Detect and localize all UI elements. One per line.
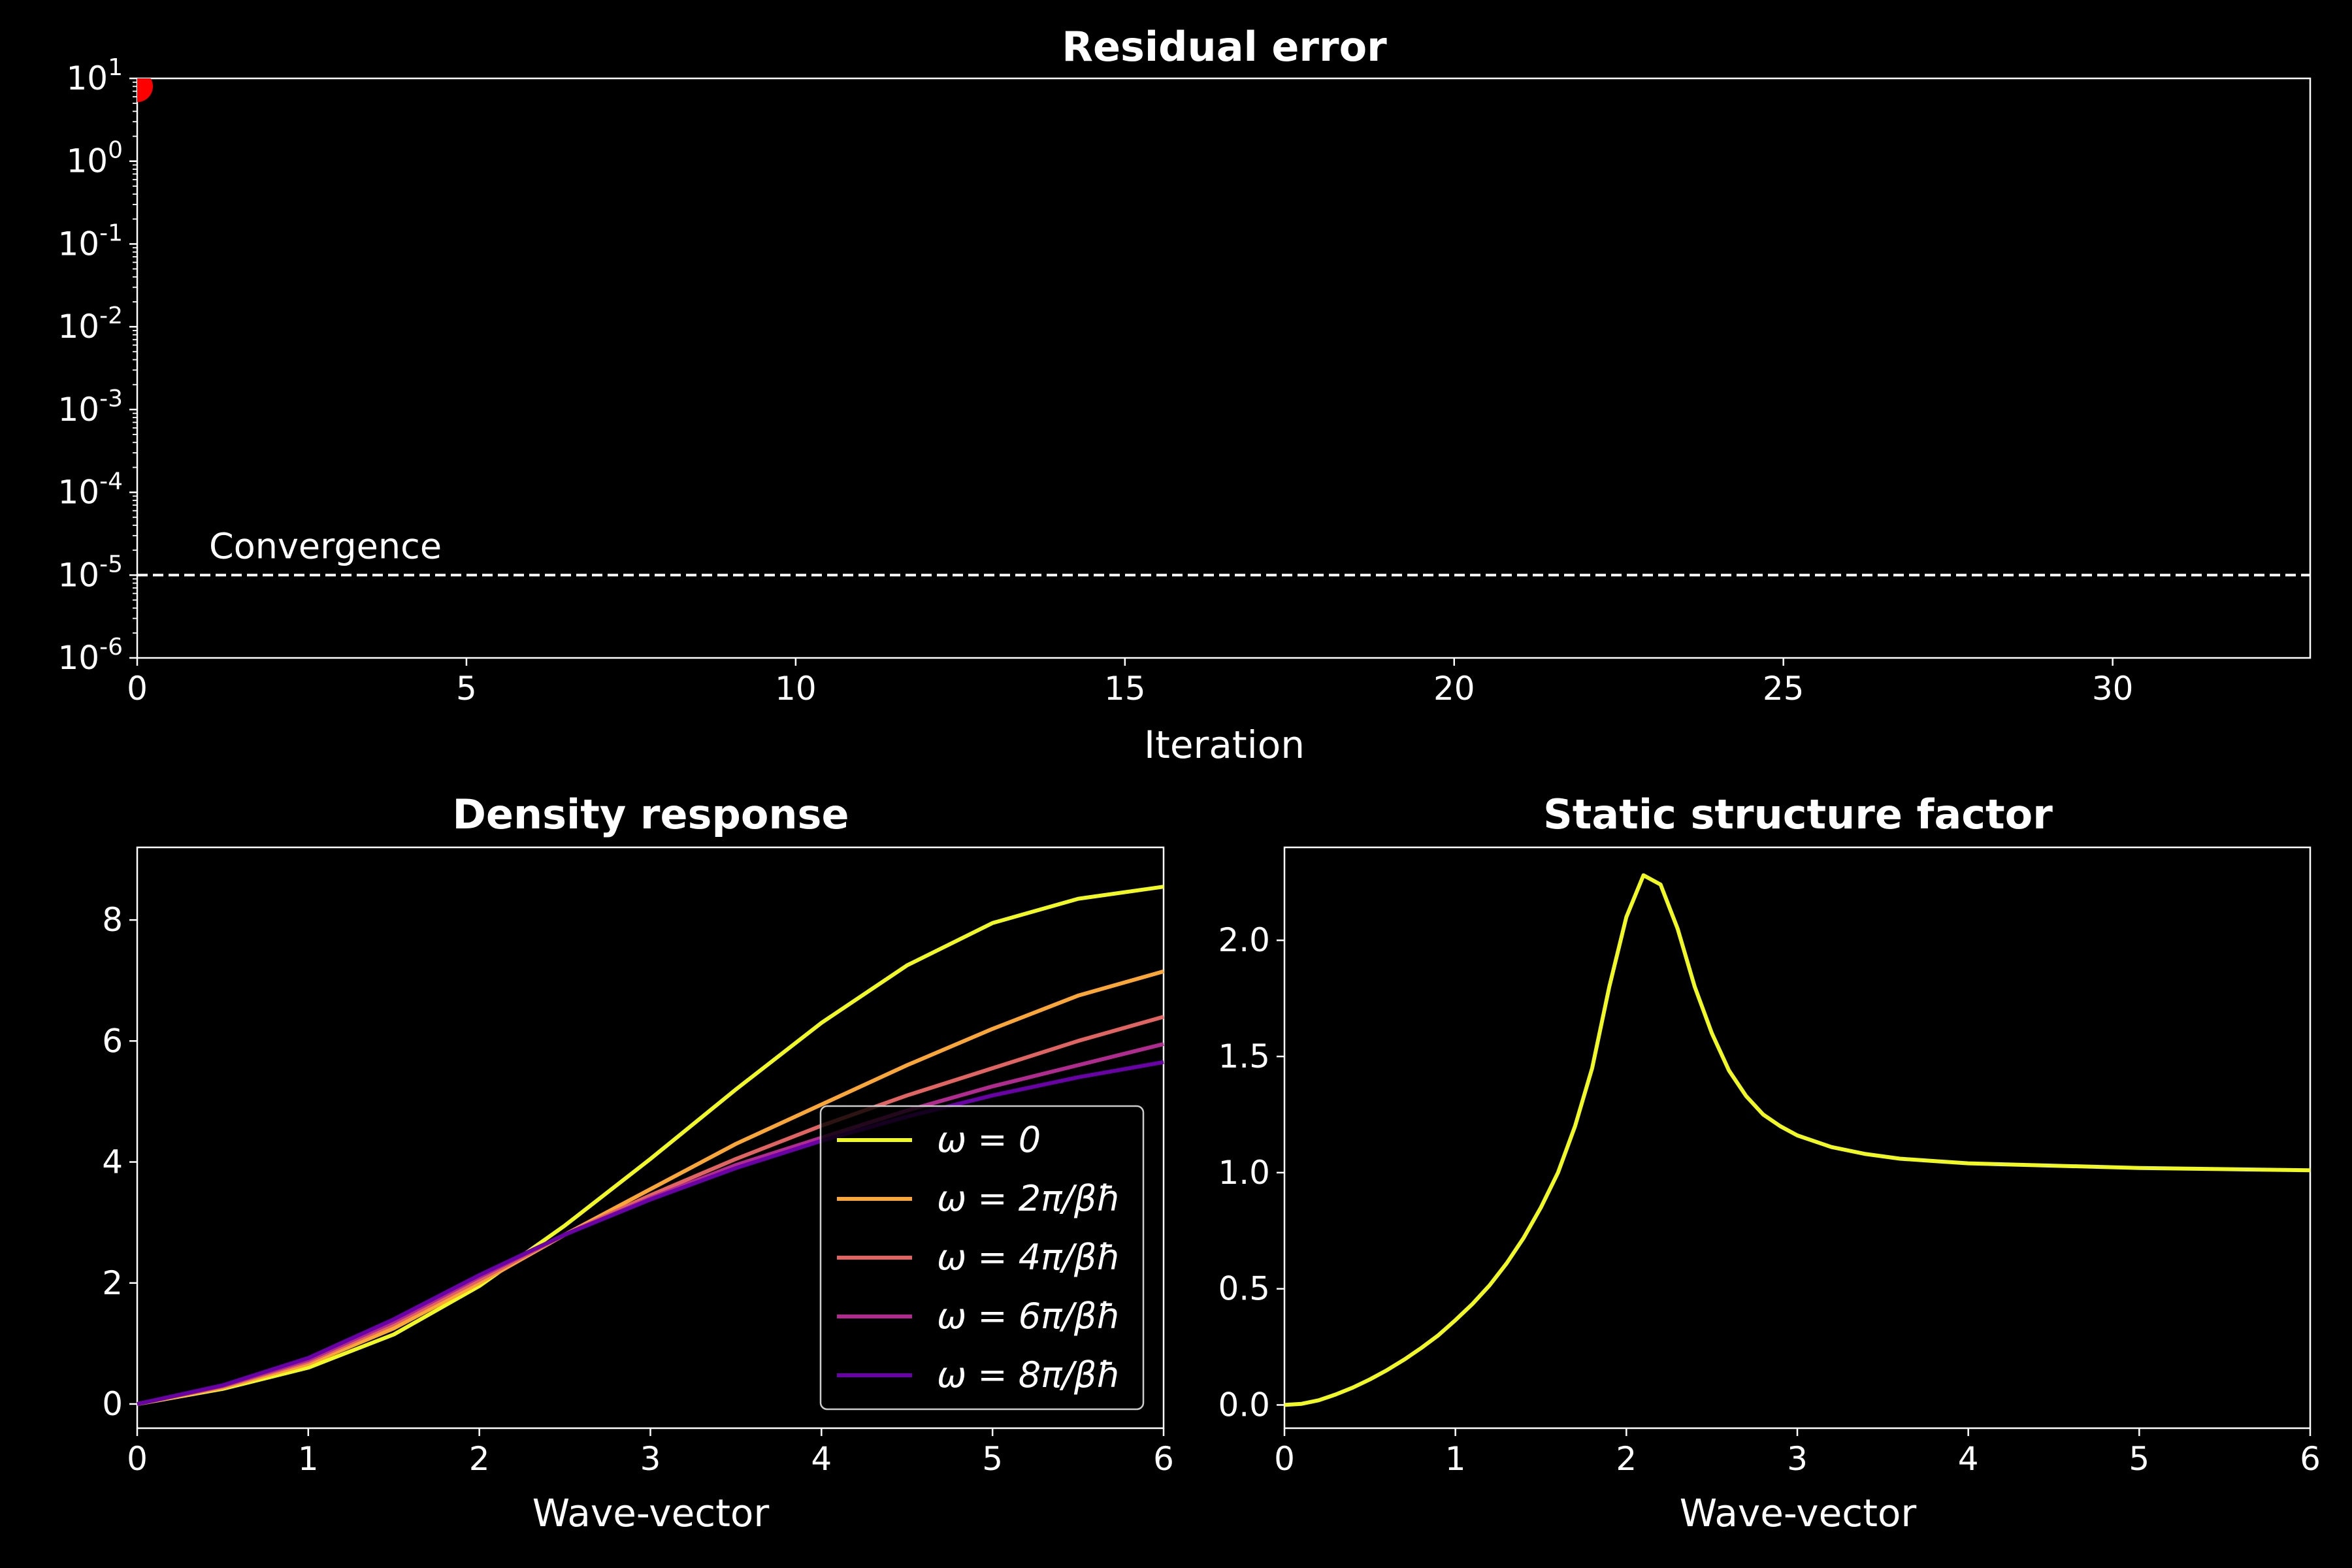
residual-error-y-ticks: 101 100 10-1 10-2 10-3 10-4 10-5 10-6: [57, 54, 137, 677]
legend-label: ω = 4π/βħ: [937, 1237, 1121, 1278]
legend-label: ω = 2π/βħ: [937, 1178, 1121, 1219]
x-tick-label: 6: [1153, 1440, 1174, 1478]
x-tick-label: 4: [811, 1440, 832, 1478]
legend-label: ω = 0: [937, 1119, 1041, 1160]
static-structure-factor-title: Static structure factor: [1543, 791, 2053, 838]
x-tick-label: 20: [1433, 670, 1475, 708]
residual-error-title: Residual error: [1062, 23, 1387, 71]
density-response-legend: ω = 0 ω = 2π/βħ ω = 4π/βħ ω = 6π/βħ ω = 8π/β…: [819, 1105, 1145, 1411]
y-tick-label: 10-4: [57, 468, 123, 512]
y-tick-label: 0: [102, 1385, 123, 1423]
x-tick-label: 0: [1274, 1440, 1295, 1478]
x-tick-label: 1: [1445, 1440, 1466, 1478]
y-tick-label: 10-2: [57, 302, 123, 346]
y-tick-label: 2.0: [1218, 921, 1270, 959]
y-tick-label: 4: [102, 1143, 123, 1181]
y-tick-label: 6: [102, 1022, 123, 1060]
y-tick-label: 1.0: [1218, 1154, 1270, 1192]
y-tick-label: 10-6: [57, 634, 123, 677]
series-line-4: [137, 1060, 1164, 1406]
y-tick-label: 10-3: [57, 385, 123, 429]
series-line-0: [137, 885, 1164, 1406]
y-tick-label: 10-1: [57, 220, 123, 263]
x-tick-label: 5: [2129, 1440, 2149, 1478]
x-tick-label: 25: [1763, 670, 1805, 708]
x-tick-label: 15: [1104, 670, 1146, 708]
x-tick-label: 5: [456, 670, 477, 708]
x-tick-label: 10: [775, 670, 817, 708]
x-tick-label: 6: [2300, 1440, 2321, 1478]
y-tick-label: 0.0: [1218, 1386, 1270, 1424]
residual-error-marks: [137, 78, 2310, 577]
residual-error-x-ticks: 0 5 10 15 20 25 30: [127, 658, 2133, 708]
y-tick-label: 10-5: [57, 551, 123, 594]
legend-label: ω = 8π/βħ: [937, 1354, 1121, 1396]
density-response-x-ticks: 0 1 2 3 4 5 6: [127, 1428, 1174, 1478]
x-tick-label: 4: [1958, 1440, 1979, 1478]
x-tick-label: 5: [982, 1440, 1003, 1478]
density-response-y-ticks: 0 2 4 6 8: [102, 901, 137, 1423]
static-structure-factor-x-ticks: 0 1 2 3 4 5 6: [1274, 1428, 2321, 1478]
x-tick-label: 1: [298, 1440, 319, 1478]
static-structure-factor-y-ticks: 0.0 0.5 1.0 1.5 2.0: [1218, 921, 1284, 1424]
series-line-1: [137, 969, 1164, 1406]
residual-error-axes-frame: [136, 77, 2311, 659]
residual-error-panel: Residual error 0 5 10 15 20 25 30 10110010-110…: [57, 23, 2311, 767]
x-tick-label: 2: [1616, 1440, 1637, 1478]
static-structure-factor-x-label: Wave-vector: [1680, 1491, 1917, 1535]
x-tick-label: 0: [127, 670, 148, 708]
y-tick-label: 2: [102, 1264, 123, 1302]
residual-error-x-label: Iteration: [1144, 723, 1305, 767]
residual-point: [137, 78, 153, 103]
x-tick-label: 3: [640, 1440, 661, 1478]
convergence-label: Convergence: [209, 525, 442, 566]
x-tick-label: 30: [2092, 670, 2134, 708]
y-tick-label: 101: [66, 54, 123, 97]
x-tick-label: 2: [469, 1440, 490, 1478]
density-response-title: Density response: [452, 791, 849, 838]
y-tick-label: 8: [102, 901, 123, 939]
static-structure-factor-panel: Static structure factor 0 1 2 3 4 5 6 0.0 0.5 1.…: [1218, 791, 2320, 1535]
density-response-lines: [137, 885, 1164, 1406]
y-tick-label: 0.5: [1218, 1270, 1270, 1308]
static-structure-factor-lines: [1284, 873, 2311, 1407]
density-response-x-label: Wave-vector: [532, 1491, 770, 1535]
y-tick-label: 1.5: [1218, 1037, 1270, 1075]
series-line-0: [1284, 873, 2311, 1407]
y-tick-label: 100: [66, 137, 123, 180]
legend-box: [819, 1105, 1145, 1411]
x-tick-label: 3: [1787, 1440, 1808, 1478]
legend-label: ω = 6π/βħ: [937, 1296, 1121, 1337]
x-tick-label: 0: [127, 1440, 148, 1478]
